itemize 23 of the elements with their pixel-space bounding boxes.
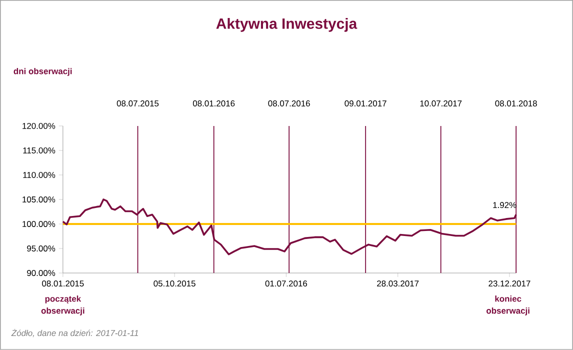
ref-line-label: 08.01.2018 xyxy=(495,100,537,106)
y-tick-label: 115.00% xyxy=(23,147,56,154)
ref-line-label: 08.01.2016 xyxy=(192,100,235,106)
x-tick-label: 28.03.2017 xyxy=(377,280,419,287)
ref-line-label: 09.01.2017 xyxy=(344,100,386,106)
x-tick-label: 01.07.2016 xyxy=(265,280,308,287)
x-tick-label: 08.01.2015 xyxy=(42,280,84,287)
ref-line-label: 08.07.2015 xyxy=(116,100,159,106)
y-tick-label: 90.00% xyxy=(27,270,56,276)
y-tick-label: 120.00% xyxy=(22,122,56,129)
y-tick-label: 105.00% xyxy=(22,196,56,202)
text: koniec obserwacji xyxy=(486,296,530,316)
x-tick-label: 23.12.2017 xyxy=(488,280,530,287)
y-tick-label: 110.00% xyxy=(23,172,56,178)
text: dni obserwacji xyxy=(14,68,72,76)
ref-line-label: 08.07.2016 xyxy=(268,100,310,106)
chart-title: Aktywna Inwestycja xyxy=(216,18,358,32)
y-tick-label: 100.00% xyxy=(22,221,56,227)
ref-line-label: 10.07.2017 xyxy=(420,100,462,106)
y-tick-label: 95.00% xyxy=(27,246,56,252)
text: Żódło, dane na dzień: 2017-01-11 xyxy=(11,328,138,338)
x-tick-label: 05.10.2015 xyxy=(154,280,196,287)
text: początek obserwacji xyxy=(41,296,84,316)
